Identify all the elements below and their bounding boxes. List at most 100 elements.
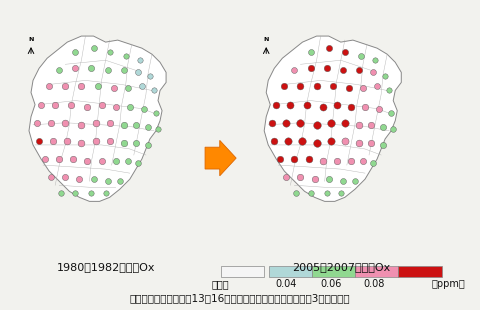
Point xyxy=(106,50,113,55)
Point xyxy=(126,104,133,109)
Point xyxy=(313,84,321,89)
Point xyxy=(68,102,75,107)
Text: 0.08: 0.08 xyxy=(364,279,385,289)
Point xyxy=(51,102,59,107)
Point xyxy=(132,140,140,145)
Text: 2005～2007年度　Ox: 2005～2007年度 Ox xyxy=(292,262,390,272)
Point xyxy=(116,179,123,184)
Point xyxy=(61,120,69,125)
Point xyxy=(268,120,276,125)
Point xyxy=(341,139,348,144)
Point xyxy=(58,191,65,196)
Point xyxy=(285,139,292,144)
Point xyxy=(92,120,99,125)
Point xyxy=(134,70,142,75)
Point xyxy=(381,74,389,79)
Point xyxy=(389,126,397,131)
Text: N: N xyxy=(28,37,34,42)
Point xyxy=(112,159,120,164)
Point xyxy=(325,177,333,182)
Point xyxy=(72,50,79,55)
Point xyxy=(327,139,335,144)
Point xyxy=(299,139,306,144)
Text: N: N xyxy=(264,37,269,42)
Point xyxy=(347,159,355,164)
Point xyxy=(355,122,363,127)
Point xyxy=(37,102,45,107)
Point xyxy=(90,177,97,182)
Point xyxy=(35,139,43,144)
Point xyxy=(327,120,335,125)
Point xyxy=(355,68,363,73)
Text: 1980～1982年度　Ox: 1980～1982年度 Ox xyxy=(56,262,155,272)
Point xyxy=(325,46,333,51)
Point xyxy=(307,50,314,55)
Point xyxy=(347,104,355,109)
Point xyxy=(144,124,152,129)
Point xyxy=(311,177,318,182)
Point xyxy=(41,157,49,162)
Point xyxy=(124,86,132,91)
Point xyxy=(48,120,55,125)
Point xyxy=(359,159,367,164)
Point xyxy=(319,104,326,109)
Point xyxy=(287,102,294,107)
Point xyxy=(144,143,152,148)
Point xyxy=(134,161,142,166)
Point xyxy=(112,104,120,109)
Point xyxy=(49,139,57,144)
Point xyxy=(361,104,369,109)
Point xyxy=(367,140,375,145)
Point xyxy=(90,46,97,51)
Point xyxy=(124,159,132,164)
Point xyxy=(106,120,113,125)
Point xyxy=(102,191,109,196)
Point xyxy=(297,120,304,125)
Point xyxy=(152,110,160,115)
Point xyxy=(379,143,387,148)
Point xyxy=(84,104,91,109)
Point xyxy=(323,191,331,196)
Point xyxy=(333,102,341,107)
Point xyxy=(273,102,280,107)
Text: 0.06: 0.06 xyxy=(321,279,342,289)
Point xyxy=(307,66,314,71)
Point xyxy=(78,140,85,145)
Point xyxy=(122,54,130,59)
Point xyxy=(280,84,288,89)
Point xyxy=(379,124,387,129)
Point xyxy=(120,68,128,73)
Point xyxy=(75,177,83,182)
Point xyxy=(369,161,377,166)
Point xyxy=(92,139,99,144)
Point xyxy=(98,159,106,164)
Point xyxy=(341,120,348,125)
Point xyxy=(367,122,375,127)
Point xyxy=(104,179,111,184)
Point xyxy=(369,70,377,75)
Point xyxy=(106,139,113,144)
Point xyxy=(270,139,278,144)
Point xyxy=(61,84,69,89)
Point xyxy=(323,66,331,71)
Point xyxy=(355,140,363,145)
Bar xyxy=(221,266,264,277)
Point xyxy=(78,122,85,127)
Text: 0.04: 0.04 xyxy=(275,279,296,289)
Point xyxy=(290,68,298,73)
Text: （ppm）: （ppm） xyxy=(432,279,466,289)
Point xyxy=(94,84,101,89)
Point xyxy=(307,191,314,196)
Point xyxy=(132,122,140,127)
Point xyxy=(154,126,162,131)
Point xyxy=(387,110,395,115)
Point xyxy=(72,191,79,196)
Point xyxy=(78,84,85,89)
Text: 「高濃度日」における13～16時の光化学オキシダント濃度の3カ年平均値: 「高濃度日」における13～16時の光化学オキシダント濃度の3カ年平均値 xyxy=(130,293,350,303)
Point xyxy=(359,86,367,91)
Point xyxy=(276,157,284,162)
Point xyxy=(345,86,353,91)
Point xyxy=(339,179,347,184)
Point xyxy=(61,175,69,180)
Point xyxy=(290,157,298,162)
